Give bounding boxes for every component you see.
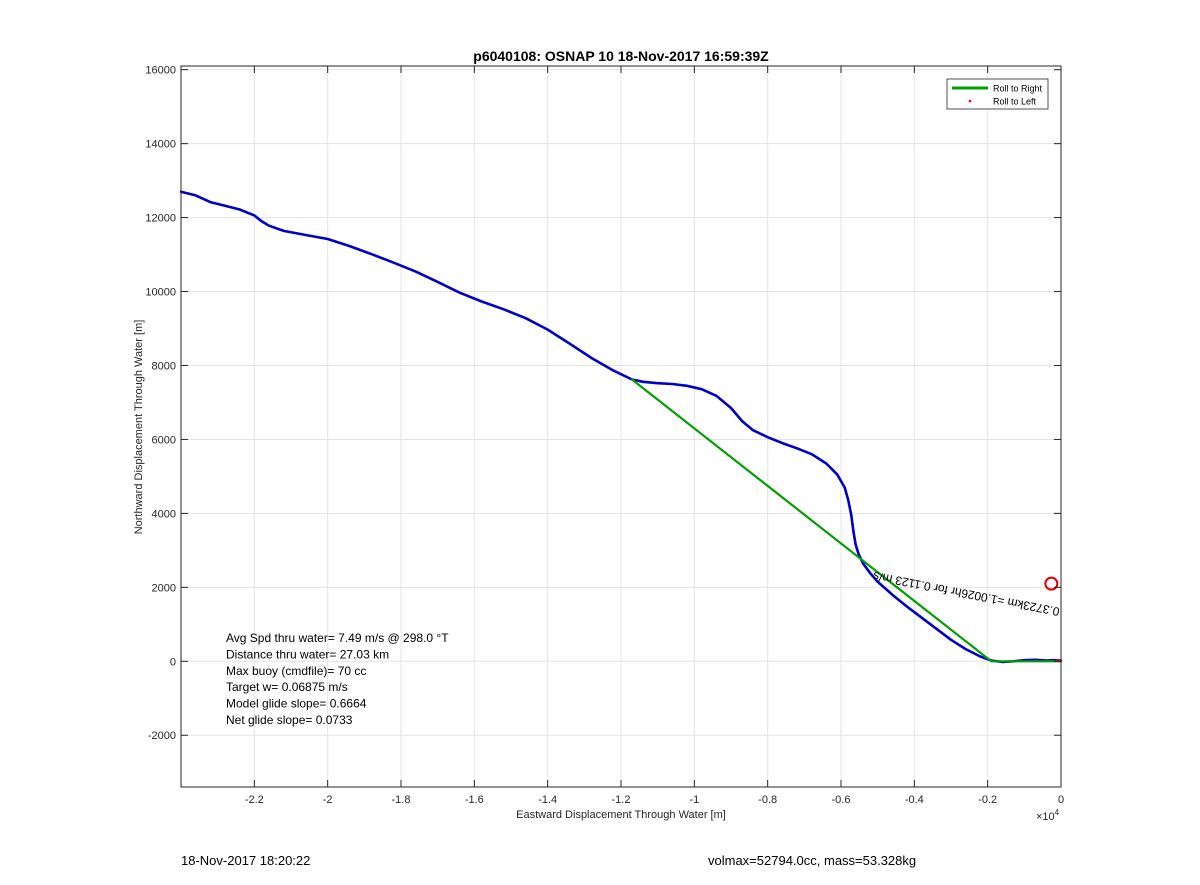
x-tick-label: -1: [689, 794, 699, 806]
y-tick-label: 4000: [152, 508, 176, 520]
x-axis-exponent: ×104: [1036, 808, 1060, 823]
stats-line: Target w= 0.06875 m/s: [226, 680, 348, 694]
legend: Roll to Right Roll to Left: [946, 78, 1049, 110]
x-tick-label: -1.2: [612, 794, 631, 806]
legend-label-roll-right: Roll to Right: [993, 84, 1043, 94]
y-tick-label: 2000: [152, 582, 176, 594]
data-series: [179, 190, 1063, 664]
glider-track-line: [179, 190, 1063, 664]
stats-line: Distance thru water= 27.03 km: [226, 647, 389, 661]
y-axis-label: Northward Displacement Through Water [m]: [133, 320, 145, 535]
stats-line: Avg Spd thru water= 7.49 m/s @ 298.0 °T: [226, 631, 449, 645]
x-tick-label: -0.2: [978, 794, 997, 806]
legend-marker-roll-left: [968, 99, 972, 103]
target-marker: [1044, 576, 1059, 591]
legend-label-roll-left: Roll to Left: [993, 97, 1037, 107]
x-tick-label: -1.4: [538, 794, 557, 806]
axis-ticks: -2.2 -2 -1.8 -1.6 -1.4 -1.2 -1 -0.8 -0.6 -0.4 -0.2…: [145, 65, 1064, 806]
roll-to-right-line: [630, 378, 1063, 663]
stats-line: Net glide slope= 0.0733: [226, 713, 353, 727]
x-tick-label: -1.8: [392, 794, 411, 806]
y-tick-label: 10000: [145, 287, 176, 299]
y-tick-label: 8000: [152, 360, 176, 372]
stats-line: Model glide slope= 0.6664: [226, 697, 367, 711]
footer-timestamp: 18-Nov-2017 18:20:22: [181, 853, 311, 868]
y-tick-label: 14000: [145, 139, 176, 151]
x-tick-label: -2.2: [245, 794, 264, 806]
x-tick-label: -0.8: [758, 794, 777, 806]
legend-box: [946, 78, 1049, 110]
x-axis-label: Eastward Displacement Through Water [m]: [516, 809, 726, 821]
x-tick-label: 0: [1058, 794, 1064, 806]
grid-lines: [181, 66, 1062, 787]
stats-line: Max buoy (cmdfile)= 70 cc: [226, 664, 366, 678]
x-tick-label: -0.4: [905, 794, 924, 806]
x-exponent-power: 4: [1055, 808, 1060, 817]
x-tick-label: -2: [323, 794, 333, 806]
y-tick-label: 16000: [145, 65, 176, 77]
stats-text-block: Avg Spd thru water= 7.49 m/s @ 298.0 °T D…: [226, 631, 449, 727]
x-exponent-base: ×10: [1036, 811, 1055, 823]
y-tick-label: 0: [170, 656, 176, 668]
y-tick-label: 12000: [145, 213, 176, 225]
segment-annotation: 0.3723km =1.0026hr for 0.1123 m/s: [872, 569, 1061, 619]
x-tick-label: -1.6: [465, 794, 484, 806]
x-tick-label: -0.6: [832, 794, 851, 806]
footer-mass-info: volmax=52794.0cc, mass=53.328kg: [708, 853, 917, 868]
y-tick-label: 6000: [152, 434, 176, 446]
y-tick-label: -2000: [148, 730, 176, 742]
chart-title: p6040108: OSNAP 10 18-Nov-2017 16:59:39Z: [473, 48, 769, 64]
